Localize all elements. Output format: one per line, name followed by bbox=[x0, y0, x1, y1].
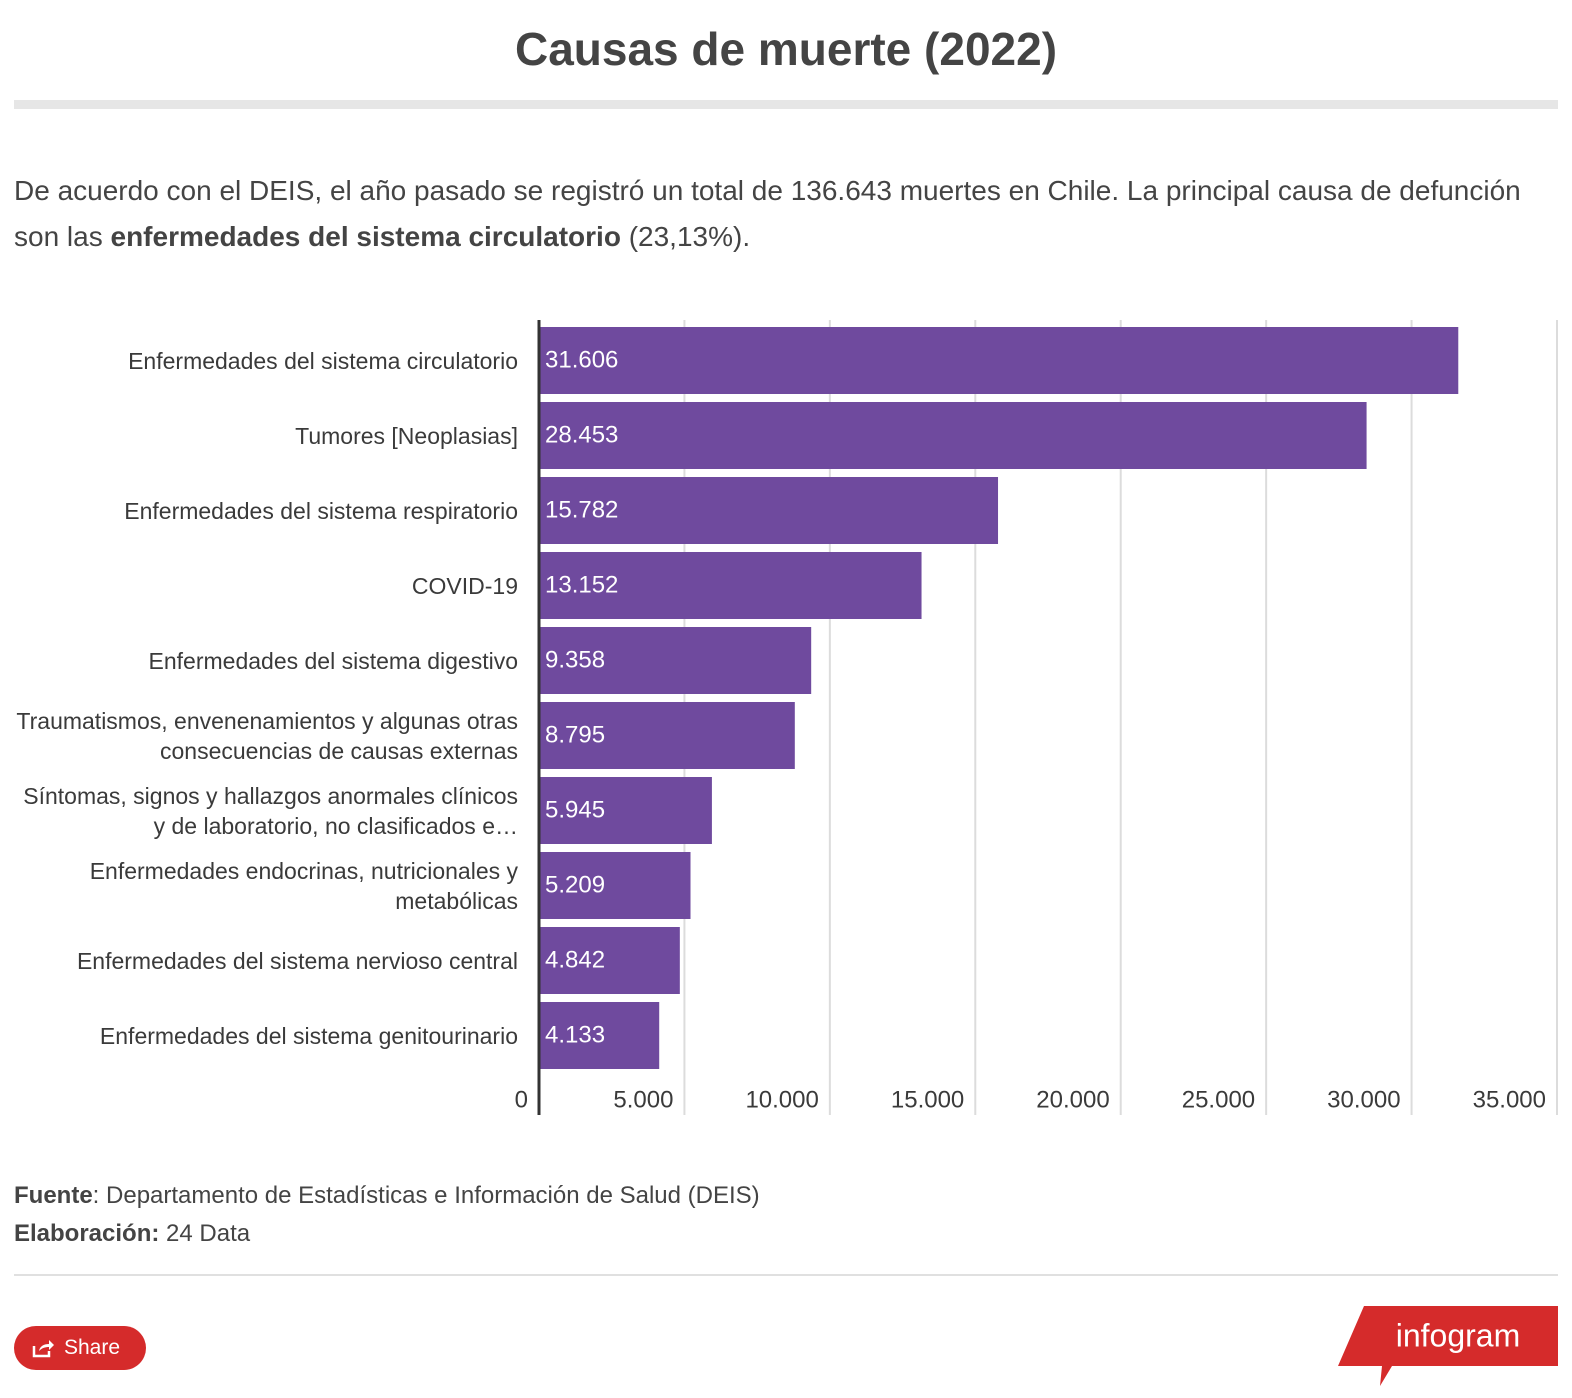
value-label: 13.152 bbox=[545, 571, 618, 598]
value-label: 31.606 bbox=[545, 346, 618, 373]
bar bbox=[539, 777, 712, 844]
x-tick-label: 25.000 bbox=[1182, 1086, 1255, 1113]
category-label: Enfermedades endocrinas, nutricionales y… bbox=[89, 858, 518, 914]
value-label: 28.453 bbox=[545, 421, 618, 448]
value-label: 5.209 bbox=[545, 871, 605, 898]
value-label: 15.782 bbox=[545, 496, 618, 523]
value-label: 5.945 bbox=[545, 796, 605, 823]
source-text: : Departamento de Estadísticas e Informa… bbox=[92, 1182, 760, 1209]
category-label: COVID-19 bbox=[411, 573, 518, 599]
x-tick-label: 5.000 bbox=[613, 1086, 673, 1113]
logo-text: infogram bbox=[1396, 1317, 1521, 1353]
source: Fuente: Departamento de Estadísticas e I… bbox=[14, 1182, 760, 1210]
bar bbox=[539, 477, 999, 544]
source-label: Fuente bbox=[14, 1182, 93, 1209]
bar bbox=[539, 552, 922, 619]
subtitle-bold: enfermedades del sistema circulatorio bbox=[110, 221, 621, 252]
value-label: 8.795 bbox=[545, 721, 605, 748]
credit-text: 24 Data bbox=[159, 1220, 251, 1247]
subtitle-text: (23,13%). bbox=[620, 221, 751, 252]
subtitle: De acuerdo con el DEIS, el año pasado se… bbox=[14, 168, 1554, 260]
bar bbox=[539, 627, 812, 694]
x-tick-label: 15.000 bbox=[891, 1086, 964, 1113]
bar bbox=[539, 852, 691, 919]
bar bbox=[539, 327, 1459, 394]
credit: Elaboración: 24 Data bbox=[14, 1220, 250, 1248]
bar bbox=[539, 402, 1367, 469]
chart: 0 5.000 10.000 15.000 20.000 25.000 30.000 35.0… bbox=[515, 320, 1558, 1115]
category-label: Enfermedades del sistema nervioso centra… bbox=[76, 948, 518, 974]
logo[interactable]: infogram bbox=[1336, 1304, 1560, 1388]
share-label: Share bbox=[64, 1336, 121, 1359]
value-label: 4.842 bbox=[545, 946, 605, 973]
bar bbox=[539, 1002, 660, 1069]
title-rule bbox=[14, 100, 1558, 109]
x-tick-label: 30.000 bbox=[1327, 1086, 1400, 1113]
category-label: Enfermedades del sistema circulatorio bbox=[128, 348, 518, 374]
bar bbox=[539, 927, 680, 994]
value-label: 9.358 bbox=[545, 646, 605, 673]
category-label: Enfermedades del sistema genitourinario bbox=[99, 1023, 518, 1049]
footer-rule bbox=[14, 1274, 1558, 1276]
bar bbox=[539, 702, 795, 769]
credit-label: Elaboración: bbox=[14, 1220, 160, 1247]
category-label: Enfermedades del sistema respiratorio bbox=[124, 498, 518, 524]
share-button[interactable]: Share bbox=[14, 1326, 146, 1370]
category-label: Traumatismos, envenenamientos y algunas … bbox=[16, 708, 518, 764]
x-tick-label: 0 bbox=[515, 1086, 528, 1113]
x-tick-label: 20.000 bbox=[1036, 1086, 1109, 1113]
category-label: Tumores [Neoplasias] bbox=[295, 423, 518, 449]
subtitle-text: De acuerdo con el DEIS, el año pasado se… bbox=[14, 175, 1521, 252]
share-icon bbox=[32, 1340, 54, 1358]
x-tick-label: 10.000 bbox=[745, 1086, 818, 1113]
category-label: Enfermedades del sistema digestivo bbox=[148, 648, 518, 674]
title: Causas de muerte (2022) bbox=[514, 23, 1058, 75]
x-tick-label: 35.000 bbox=[1473, 1086, 1546, 1113]
value-label: 4.133 bbox=[545, 1021, 605, 1048]
category-label: Síntomas, signos y hallazgos anormales c… bbox=[23, 783, 518, 839]
